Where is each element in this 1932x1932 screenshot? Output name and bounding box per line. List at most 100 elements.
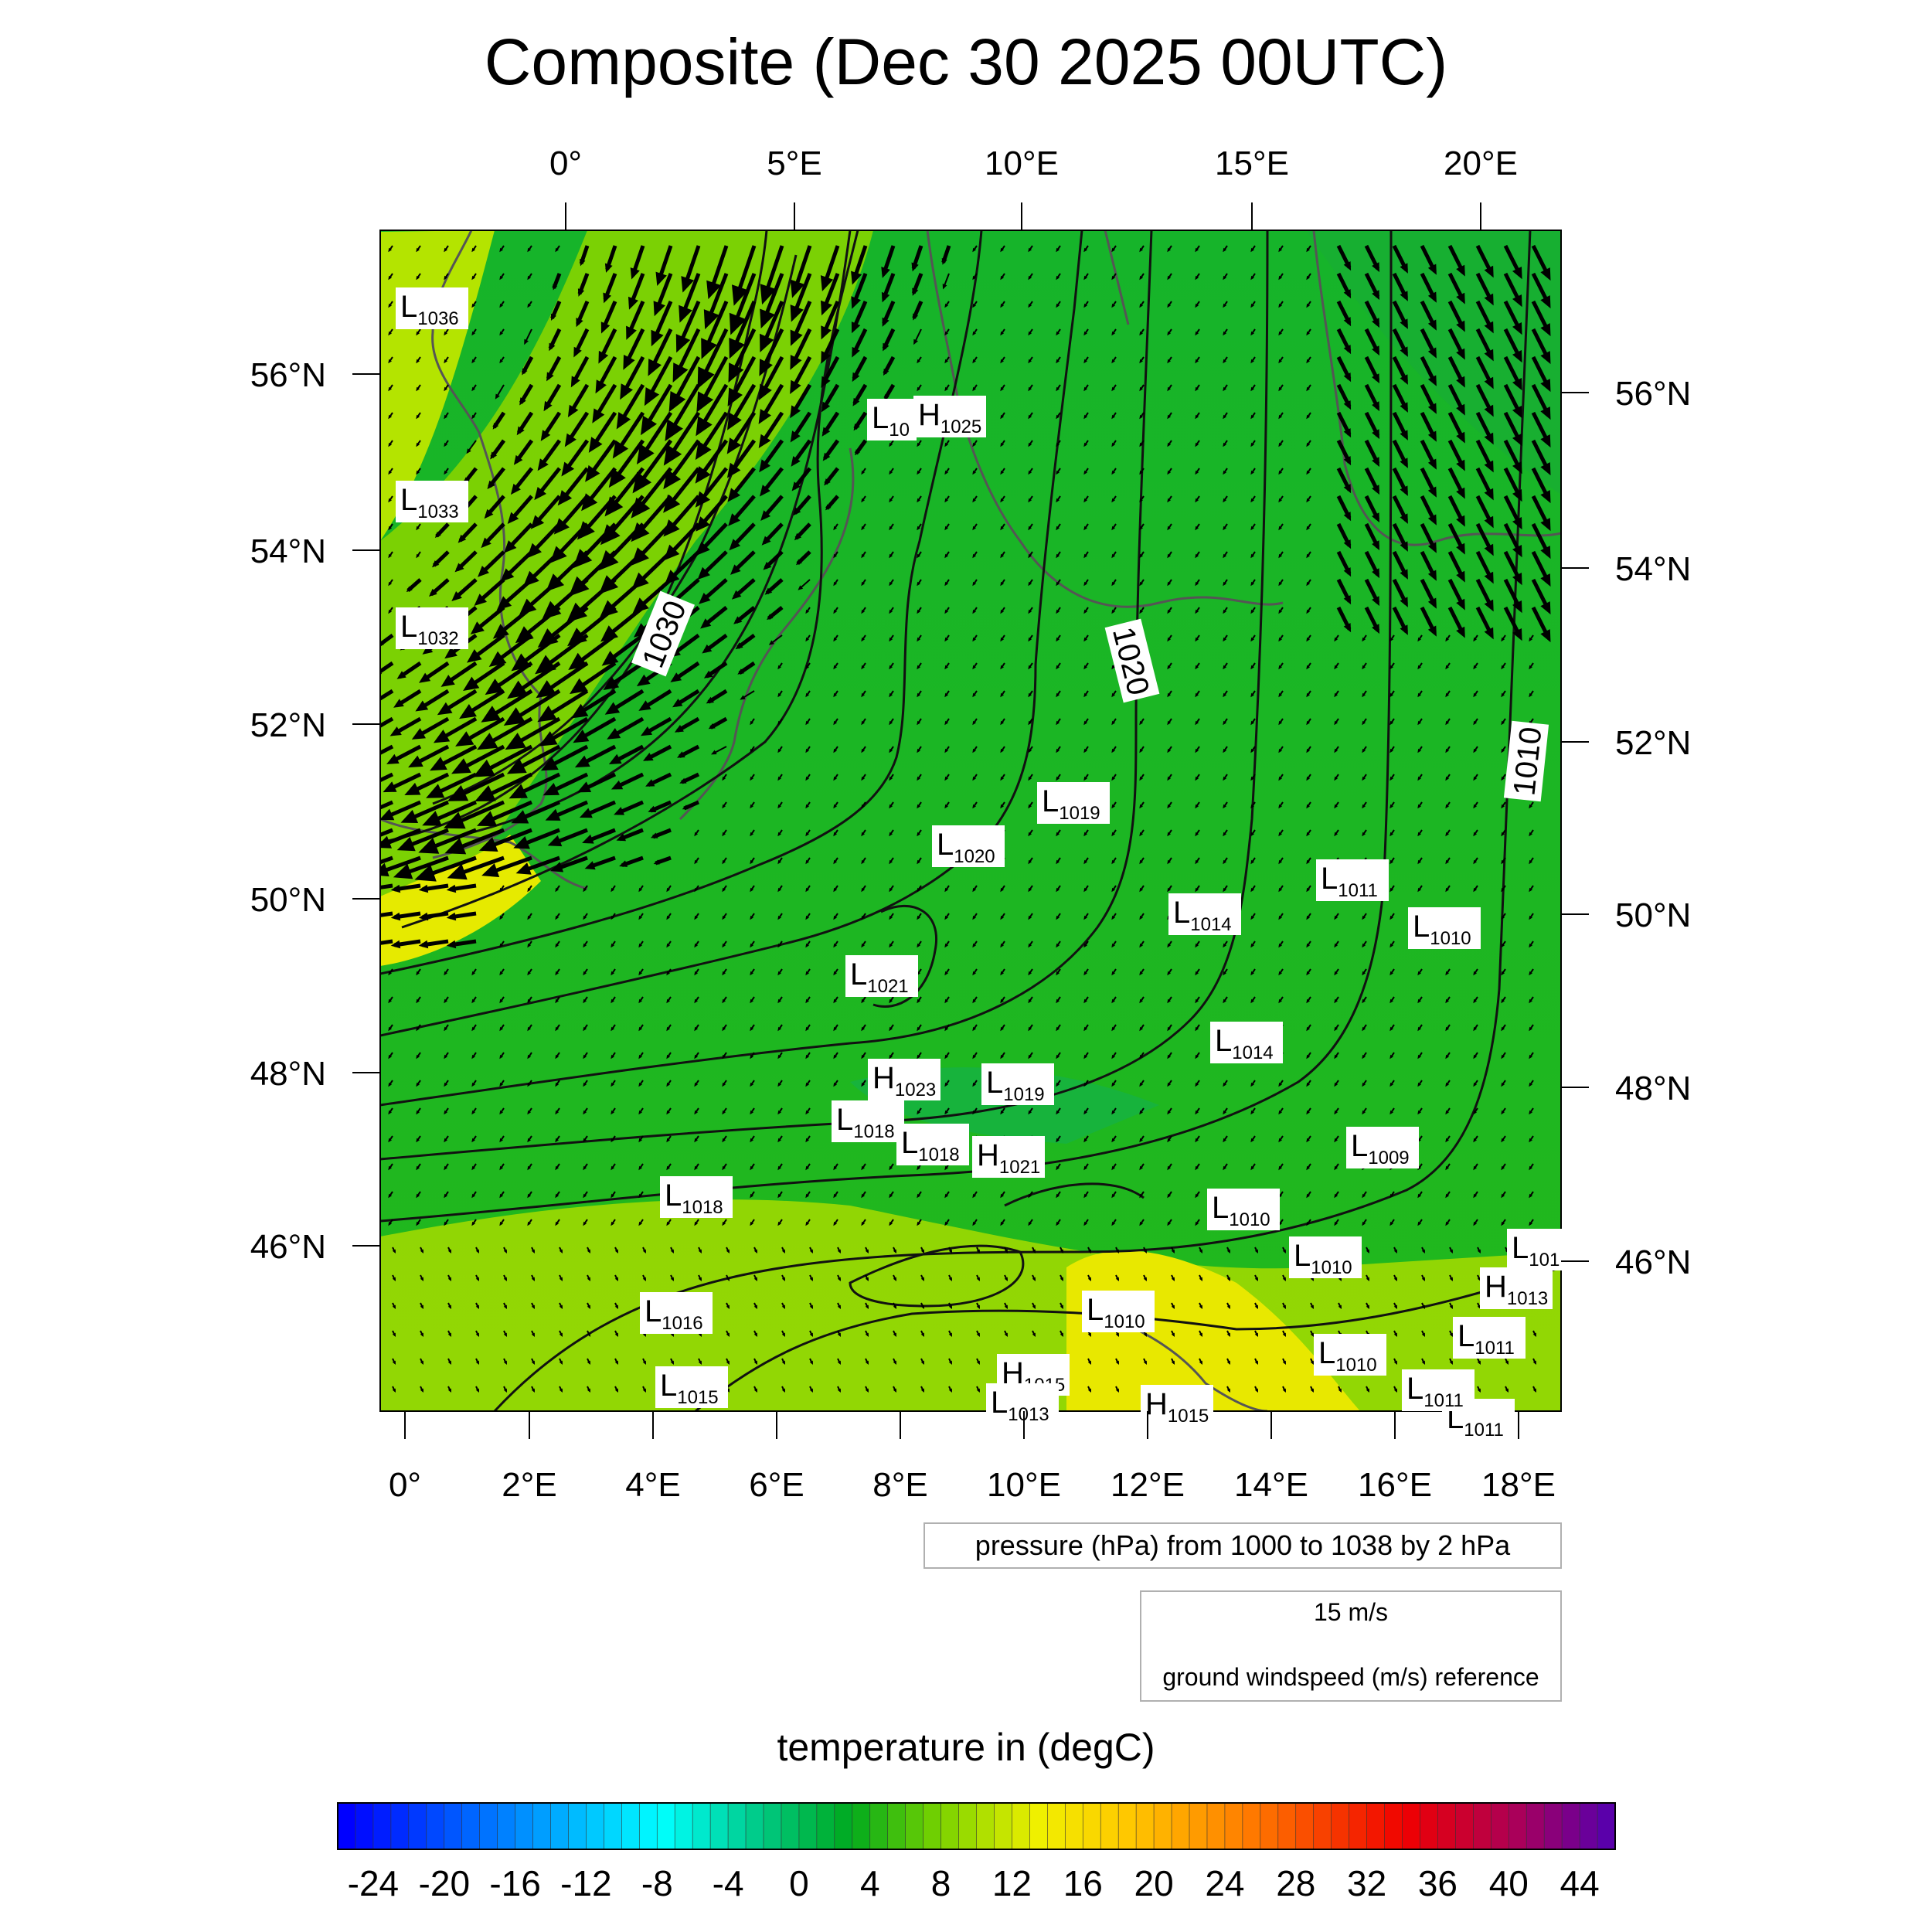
- wind-arrow-head: [1111, 887, 1115, 893]
- wind-arrow-head: [708, 723, 716, 730]
- wind-arrow-head: [1362, 832, 1366, 837]
- wind-arrow-head: [972, 915, 976, 920]
- wind-arrow-head: [1334, 971, 1338, 976]
- wind-arrow-head: [760, 510, 771, 521]
- wind-arrow-head: [499, 275, 503, 281]
- low-pressure-label: L1018: [665, 1179, 723, 1218]
- wind-arrow-head: [587, 1388, 590, 1393]
- wind-arrow-head: [1028, 526, 1032, 531]
- wind-arrow-head: [475, 1277, 479, 1281]
- wind-arrow-head: [666, 915, 670, 920]
- wind-arrow-head: [861, 887, 865, 893]
- wind-arrow-head: [1501, 859, 1505, 865]
- wind-arrow-head: [555, 1138, 559, 1143]
- colorbar-cell: [905, 1802, 924, 1850]
- wind-arrow-head: [1310, 1304, 1314, 1309]
- wind-arrow-head: [1417, 971, 1421, 976]
- wind-arrow-head: [611, 915, 614, 920]
- wind-arrow-head: [566, 602, 587, 623]
- wind-arrow-head: [893, 1277, 896, 1281]
- colorbar-cell: [1295, 1802, 1315, 1850]
- wind-arrow-head: [362, 781, 373, 790]
- wind-arrow-head: [1087, 1360, 1091, 1365]
- wind-arrow-head: [1028, 470, 1032, 475]
- wind-arrow-head: [1111, 359, 1115, 364]
- wind-arrow-head: [1505, 1388, 1509, 1393]
- wind-arrow-head: [1484, 293, 1494, 306]
- wind-arrow-head: [1400, 569, 1408, 580]
- wind-arrow-head: [917, 442, 920, 447]
- wind-arrow-head: [1254, 1277, 1258, 1281]
- wind-arrow-head: [549, 342, 556, 352]
- wind-arrow-head: [1362, 1110, 1366, 1115]
- wind-arrow-head: [487, 480, 495, 489]
- wind-arrow-head: [837, 1277, 841, 1281]
- wind-arrow-head: [1306, 859, 1310, 865]
- low-pressure-label: L1011: [1406, 1372, 1464, 1411]
- wind-arrow-head: [506, 758, 527, 774]
- wind-arrow-head: [833, 915, 837, 920]
- wind-arrow-head: [1115, 1332, 1119, 1337]
- wind-arrow-head: [917, 804, 920, 809]
- wind-arrow-head: [1529, 692, 1532, 698]
- wind-arrow-head: [1501, 692, 1505, 698]
- wind-arrow-head: [416, 1138, 420, 1143]
- wind-arrow-head: [706, 696, 714, 704]
- wind-arrow-head: [1111, 971, 1115, 976]
- wind-arrow-head: [821, 300, 832, 316]
- wind-arrow-head: [972, 609, 976, 614]
- wind-arrow-head: [727, 387, 743, 406]
- wind-arrow-head: [750, 943, 753, 948]
- wind-arrow-head: [791, 481, 801, 492]
- plot-frame: [379, 230, 1562, 1412]
- wind-arrow-head: [1195, 442, 1199, 447]
- wind-arrow-head: [861, 665, 865, 670]
- wind-arrow-head: [473, 759, 495, 777]
- wind-arrow-head: [1195, 776, 1199, 781]
- pressure-center-bg: [896, 1124, 969, 1165]
- wind-arrow-head: [781, 1332, 785, 1337]
- wind-arrow-head: [1389, 804, 1393, 809]
- wind-arrow-head: [861, 526, 865, 531]
- wind-arrow-head: [917, 665, 920, 670]
- wind-arrow-head: [861, 1026, 865, 1032]
- wind-arrow-head: [1306, 442, 1310, 447]
- wind-arrow-head: [670, 1277, 674, 1281]
- wind-arrow-head: [1032, 1304, 1036, 1309]
- wind-arrow-head: [1223, 442, 1226, 447]
- wind-arrow-head: [1310, 1388, 1314, 1393]
- wind-arrow-head: [470, 621, 485, 634]
- wind-arrow-head: [1343, 400, 1352, 410]
- wind-arrow-head: [670, 672, 682, 682]
- wind-arrow-head: [466, 448, 471, 454]
- wind-arrow-head: [499, 915, 503, 920]
- wind-arrow-head: [1028, 498, 1032, 503]
- wind-arrow-head: [1056, 470, 1060, 475]
- wind-arrow-head: [1306, 359, 1310, 364]
- wind-arrow-head: [920, 1360, 924, 1365]
- wind-arrow-head: [1139, 971, 1143, 976]
- wind-arrow-head: [1306, 609, 1310, 614]
- wind-arrow-head: [1000, 498, 1004, 503]
- wind-arrow-head: [1343, 317, 1352, 327]
- wind-arrow-head: [484, 509, 494, 519]
- isobar-label-bg: [1503, 720, 1549, 802]
- wind-arrow-head: [861, 692, 865, 698]
- wind-arrow-head: [1400, 457, 1408, 468]
- wind-arrow-head: [1540, 295, 1551, 309]
- wind-arrow-head: [1111, 581, 1115, 587]
- wind-arrow-head: [1223, 498, 1226, 503]
- wind-arrow-head: [972, 1026, 976, 1032]
- wind-arrow-head: [695, 491, 711, 508]
- wind-arrow-head: [1000, 331, 1004, 336]
- wind-arrow: [380, 911, 393, 917]
- wind-arrow-head: [504, 540, 517, 553]
- wind-arrow-head: [1417, 859, 1421, 865]
- wind-arrow-head: [1195, 943, 1199, 948]
- wind-arrow-head: [1250, 692, 1254, 698]
- wind-arrow-head: [1427, 375, 1437, 386]
- wind-arrow-head: [642, 1277, 646, 1281]
- wind-arrow-head: [1417, 748, 1421, 753]
- wind-arrow-head: [422, 645, 434, 655]
- wind-arrow-head: [1139, 498, 1143, 503]
